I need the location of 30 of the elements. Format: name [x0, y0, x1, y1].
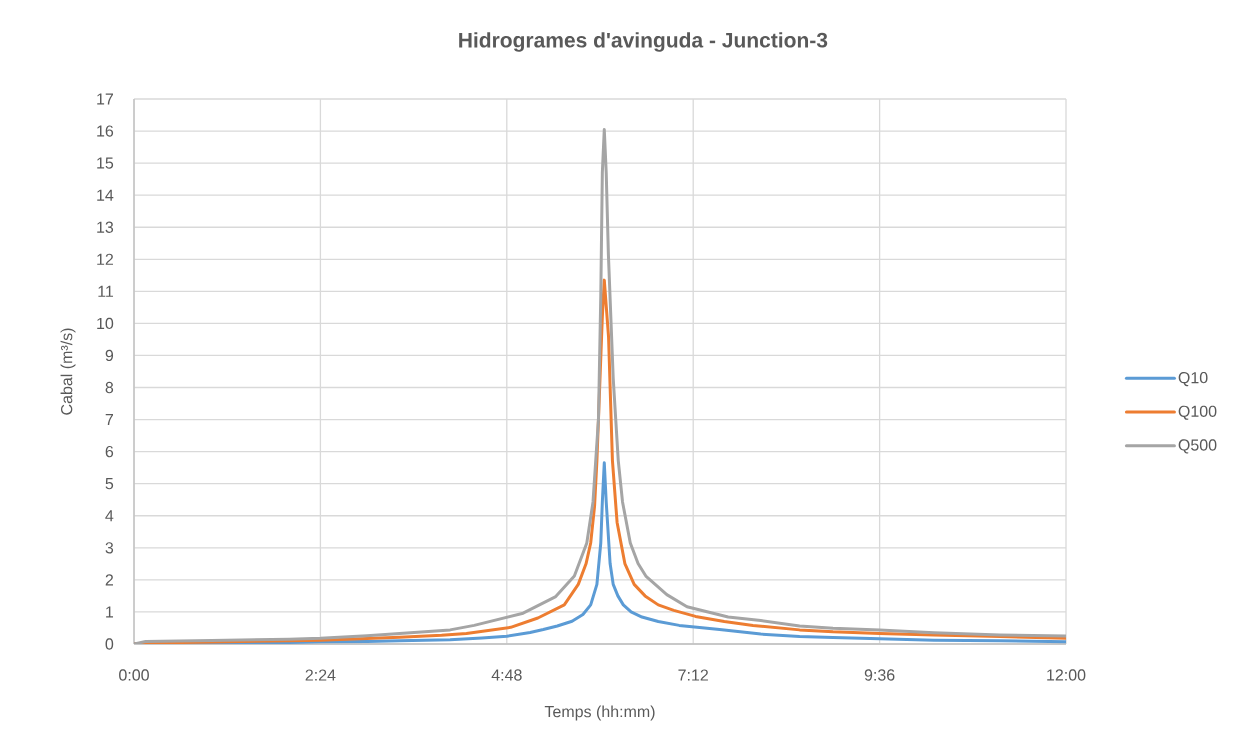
x-tick-label: 2:24	[305, 669, 336, 681]
x-tick-label: 0:00	[119, 669, 149, 681]
y-tick-label: 14	[97, 189, 114, 201]
x-tick-label: 9:36	[864, 669, 895, 681]
y-tick-label: 7	[105, 414, 114, 426]
y-tick-label: 1	[106, 606, 114, 618]
x-tick-label: 4:48	[491, 669, 522, 681]
y-axis-title: Cabal (m³/s)	[60, 328, 76, 415]
legend-label: Q500	[1178, 439, 1217, 454]
y-tick-label: 9	[105, 349, 114, 362]
x-axis-title: Temps (hh:mm)	[544, 705, 655, 721]
x-tick-label: 7:12	[678, 669, 708, 681]
y-tick-label: 5	[105, 478, 114, 490]
chart-title: Hidrogrames d'avinguda - Junction-3	[459, 32, 828, 52]
y-tick-label: 15	[97, 157, 114, 169]
y-tick-label: 8	[105, 381, 114, 394]
y-tick-label: 17	[97, 93, 113, 105]
legend-label: Q100	[1178, 405, 1217, 420]
y-tick-label: 16	[97, 125, 114, 137]
y-tick-label: 2	[105, 574, 114, 586]
y-tick-label: 10	[97, 317, 114, 330]
x-tick-label: 12:00	[1047, 669, 1086, 681]
legend-label: Q10	[1178, 371, 1208, 387]
y-tick-label: 13	[97, 221, 114, 233]
y-tick-label: 6	[105, 445, 114, 458]
y-tick-label: 0	[105, 638, 114, 650]
y-tick-label: 11	[98, 285, 114, 297]
y-tick-label: 3	[105, 542, 114, 554]
y-tick-label: 12	[97, 253, 113, 265]
y-tick-label: 4	[105, 510, 114, 522]
